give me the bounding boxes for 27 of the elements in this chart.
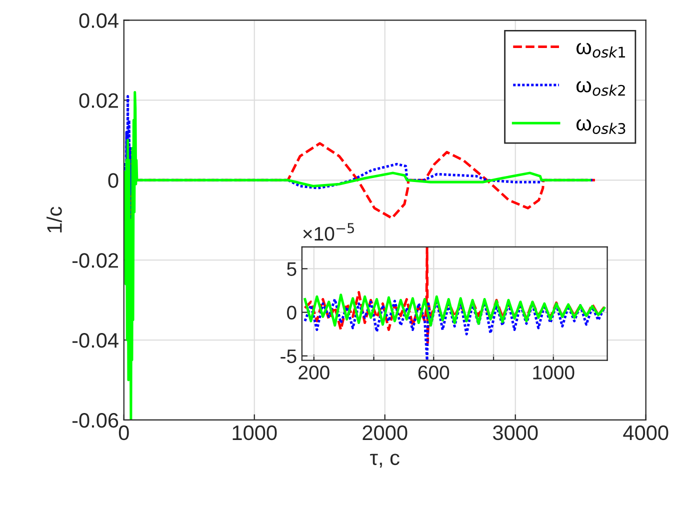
line-series <box>124 90 591 420</box>
y-axis-title: 1/с <box>46 206 62 232</box>
y-tick-label: 0 <box>287 306 296 320</box>
x-tick-label: 0 <box>118 425 129 440</box>
x-tick-label: 200 <box>298 366 330 380</box>
x-tick-label: 1000 <box>533 366 574 380</box>
y-tick-label: 0.04 <box>79 13 118 28</box>
x-tick-label: 1000 <box>232 425 277 440</box>
annotation: ×10$^{−5}$ <box>303 223 354 241</box>
legend-label: ω$_{osk1}$ <box>576 42 626 58</box>
x-tick-label: 600 <box>418 366 450 380</box>
line-series <box>304 298 606 360</box>
x-tick-label: 3000 <box>492 425 538 440</box>
y-tick-label: -0.04 <box>72 333 118 348</box>
y-tick-label: 0.02 <box>79 93 118 108</box>
legend-label: ω$_{osk2}$ <box>576 81 625 96</box>
legend-label: ω$_{osk3}$ <box>576 119 626 134</box>
line-series <box>304 294 606 327</box>
y-tick-label: -0.02 <box>72 253 118 268</box>
x-tick-label: 4000 <box>623 425 668 440</box>
y-tick-label: 0 <box>108 173 118 188</box>
y-tick-label: 5 <box>287 262 296 276</box>
line-series <box>304 246 606 344</box>
x-tick-label: 2000 <box>362 425 408 440</box>
y-tick-label: -5 <box>280 350 296 364</box>
x-axis-title: τ, с <box>370 454 400 468</box>
y-tick-label: -0.06 <box>72 412 118 428</box>
